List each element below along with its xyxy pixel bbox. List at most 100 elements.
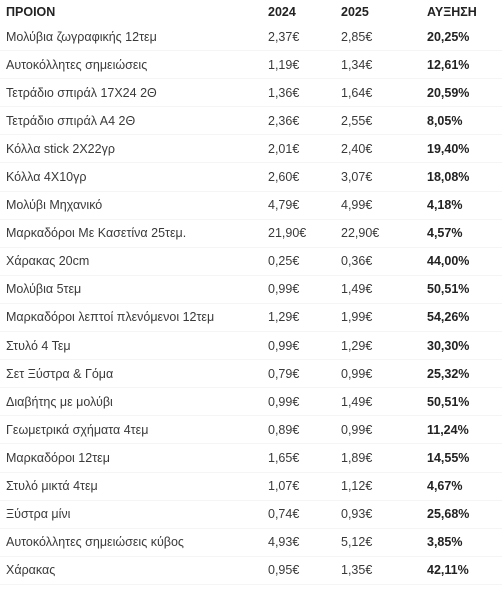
table-row: Μαρκαδόροι 12τεμ 1,65€ 1,89€ 14,55% (0, 444, 502, 472)
cell-price-2025: 22,90€ (341, 226, 380, 241)
cell-price-2024: 0,99€ (268, 394, 300, 409)
cell-price-2025: 1,35€ (341, 563, 373, 578)
cell-product: Τετράδιο σπιράλ 17Χ24 2Θ (6, 85, 157, 100)
cell-price-2024: 2,60€ (268, 170, 300, 185)
cell-product: Στυλό 4 Τεμ (6, 338, 71, 353)
cell-price-2025: 1,89€ (341, 450, 373, 465)
cell-price-2025: 0,99€ (341, 366, 373, 381)
cell-growth: 30,30% (427, 338, 470, 353)
cell-price-2025: 2,55€ (341, 113, 373, 128)
cell-growth: 18,08% (427, 170, 470, 185)
cell-growth: 4,18% (427, 198, 463, 213)
cell-price-2024: 2,01€ (268, 141, 300, 156)
table-row: Μολύβια ζωγραφικής 12τεμ 2,37€ 2,85€ 20,25% (0, 23, 502, 51)
cell-price-2024: 1,07€ (268, 479, 300, 494)
table-row: Χάρακας 0,95€ 1,35€ 42,11% (0, 556, 502, 585)
cell-growth: 54,26% (427, 310, 470, 325)
table-row: Κόλλα stick 2Χ22γρ 2,01€ 2,40€ 19,40% (0, 135, 502, 163)
table-row: Μαρκαδόροι λεπτοί πλενόμενοι 12τεμ 1,29€ 1… (0, 303, 502, 332)
cell-price-2024: 1,19€ (268, 57, 300, 72)
header-2025: 2025 (341, 4, 369, 19)
table-row: Τετράδιο σπιράλ Α4 2Θ 2,36€ 2,55€ 8,05% (0, 107, 502, 135)
cell-price-2025: 1,34€ (341, 57, 373, 72)
cell-price-2025: 1,29€ (341, 338, 373, 353)
cell-product: Σετ Ξύστρα & Γόμα (6, 366, 114, 381)
table-row: Γεωμετρικά σχήματα 4τεμ 0,89€ 0,99€ 11,24% (0, 416, 502, 444)
header-2024: 2024 (268, 4, 296, 19)
cell-product: Μαρκαδόροι λεπτοί πλενόμενοι 12τεμ (6, 310, 215, 325)
cell-product: Γεωμετρικά σχήματα 4τεμ (6, 422, 149, 437)
cell-price-2024: 4,79€ (268, 198, 300, 213)
cell-product: Κόλλα 4Χ10γρ (6, 170, 87, 185)
table-row: Στυλό 4 Τεμ 0,99€ 1,29€ 30,30% (0, 332, 502, 360)
cell-product: Αυτοκόλλητες σημειώσεις κύβος (6, 535, 184, 550)
table-row: Στυλό μικτά 4τεμ 1,07€ 1,12€ 4,67% (0, 472, 502, 501)
table-row: Αυτοκόλλητες σημειώσεις 1,19€ 1,34€ 12,61% (0, 51, 502, 79)
cell-growth: 20,25% (427, 29, 470, 44)
cell-growth: 25,32% (427, 366, 470, 381)
cell-growth: 14,55% (427, 450, 470, 465)
cell-product: Μαρκαδόροι Με Κασετίνα 25τεμ. (6, 226, 187, 241)
cell-product: Ξύστρα μίνι (6, 507, 71, 522)
cell-product: Χάρακας 20cm (6, 254, 90, 269)
cell-product: Χάρακας (6, 563, 56, 578)
table-row: Διαβήτης με μολύβι 0,99€ 1,49€ 50,51% (0, 388, 502, 416)
cell-growth: 42,11% (427, 563, 469, 578)
cell-price-2024: 0,95€ (268, 563, 300, 578)
cell-product: Αυτοκόλλητες σημειώσεις (6, 57, 148, 72)
cell-price-2025: 2,40€ (341, 141, 373, 156)
cell-price-2024: 0,99€ (268, 338, 300, 353)
cell-product: Διαβήτης με μολύβι (6, 394, 113, 409)
cell-price-2025: 1,49€ (341, 394, 373, 409)
cell-product: Μολύβι Μηχανικό (6, 198, 103, 213)
table-row: Αυτοκόλλητες σημειώσεις κύβος 4,93€ 5,12€ 3… (0, 528, 502, 557)
cell-price-2024: 2,36€ (268, 113, 300, 128)
cell-price-2024: 2,37€ (268, 29, 300, 44)
cell-price-2024: 1,29€ (268, 310, 300, 325)
cell-price-2025: 0,99€ (341, 422, 373, 437)
cell-price-2025: 0,36€ (341, 254, 373, 269)
table-row: Ξύστρα μίνι 0,74€ 0,93€ 25,68% (0, 500, 502, 529)
cell-price-2025: 1,64€ (341, 85, 373, 100)
cell-price-2025: 1,12€ (341, 479, 373, 494)
header-row: ΠΡΟΙΟΝ 2024 2025 ΑΥΞΗΣΗ (0, 0, 502, 23)
cell-growth: 50,51% (427, 282, 470, 297)
cell-product: Μαρκαδόροι 12τεμ (6, 450, 110, 465)
cell-product: Μολύβια 5τεμ (6, 282, 82, 297)
table-row: Μαρκαδόροι Με Κασετίνα 25τεμ. 21,90€ 22,90… (0, 219, 502, 248)
cell-growth: 3,85% (427, 535, 463, 550)
cell-price-2024: 1,65€ (268, 450, 300, 465)
cell-growth: 11,24% (427, 422, 469, 437)
cell-price-2024: 0,89€ (268, 422, 300, 437)
cell-product: Στυλό μικτά 4τεμ (6, 479, 98, 494)
cell-price-2025: 5,12€ (341, 535, 373, 550)
cell-product: Κόλλα stick 2Χ22γρ (6, 141, 115, 156)
cell-price-2025: 4,99€ (341, 198, 373, 213)
cell-growth: 4,67% (427, 479, 463, 494)
table-body: Μολύβια ζωγραφικής 12τεμ 2,37€ 2,85€ 20,25%… (0, 23, 502, 585)
cell-price-2025: 1,99€ (341, 310, 373, 325)
table-row: Χάρακας 20cm 0,25€ 0,36€ 44,00% (0, 247, 502, 276)
cell-growth: 4,57% (427, 226, 463, 241)
cell-price-2024: 0,25€ (268, 254, 300, 269)
price-comparison-table: ΠΡΟΙΟΝ 2024 2025 ΑΥΞΗΣΗ Μολύβια ζωγραφικ… (0, 0, 502, 585)
table-row: Μολύβια 5τεμ 0,99€ 1,49€ 50,51% (0, 275, 502, 304)
table-row: Τετράδιο σπιράλ 17Χ24 2Θ 1,36€ 1,64€ 20,59% (0, 79, 502, 107)
cell-growth: 8,05% (427, 113, 463, 128)
table-row: Κόλλα 4Χ10γρ 2,60€ 3,07€ 18,08% (0, 163, 502, 192)
cell-price-2025: 3,07€ (341, 170, 373, 185)
cell-growth: 25,68% (427, 507, 470, 522)
header-product: ΠΡΟΙΟΝ (6, 4, 56, 19)
cell-price-2024: 21,90€ (268, 226, 307, 241)
cell-growth: 44,00% (427, 254, 470, 269)
header-growth: ΑΥΞΗΣΗ (427, 4, 477, 19)
cell-growth: 20,59% (427, 85, 470, 100)
cell-price-2024: 0,99€ (268, 282, 300, 297)
cell-growth: 50,51% (427, 394, 470, 409)
table-row: Μολύβι Μηχανικό 4,79€ 4,99€ 4,18% (0, 191, 502, 220)
cell-price-2025: 1,49€ (341, 282, 373, 297)
table-row: Σετ Ξύστρα & Γόμα 0,79€ 0,99€ 25,32% (0, 360, 502, 388)
cell-product: Τετράδιο σπιράλ Α4 2Θ (6, 113, 136, 128)
cell-price-2024: 1,36€ (268, 85, 300, 100)
table-header: ΠΡΟΙΟΝ 2024 2025 ΑΥΞΗΣΗ (0, 0, 502, 23)
